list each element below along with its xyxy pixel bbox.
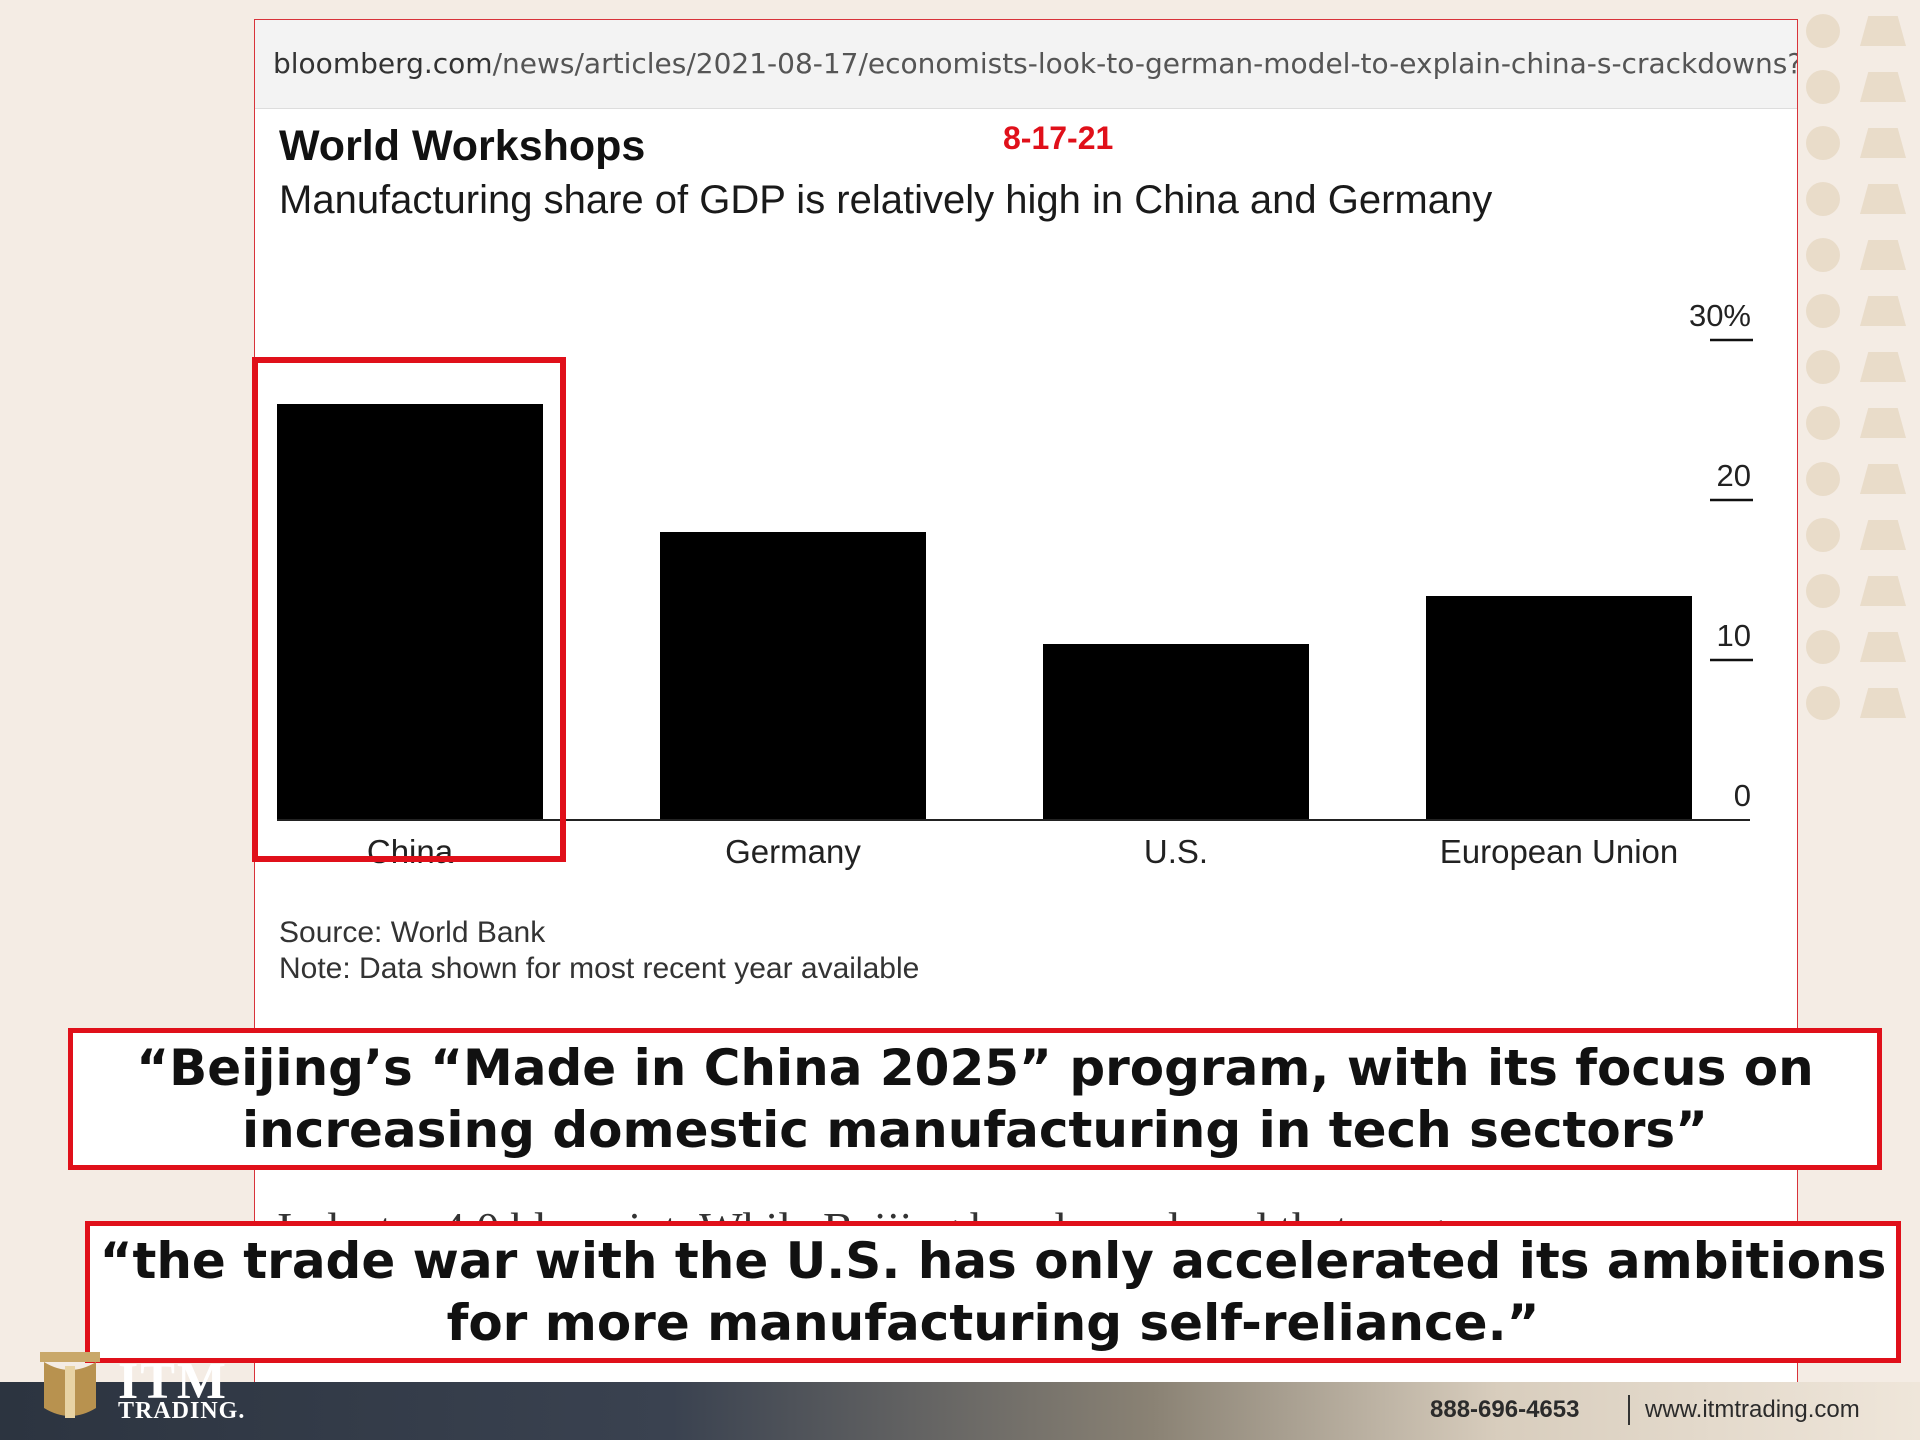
pattern-trapezoid bbox=[1860, 688, 1906, 718]
pattern-dot bbox=[1806, 14, 1840, 48]
pattern-dot bbox=[1806, 126, 1840, 160]
pattern-dot bbox=[1806, 686, 1840, 720]
pattern-trapezoid bbox=[1860, 520, 1906, 550]
quote-text: “Beijing’s “Made in China 2025” program,… bbox=[136, 1039, 1814, 1159]
pattern-trapezoid bbox=[1860, 464, 1906, 494]
footer-bar bbox=[0, 1382, 1920, 1440]
pattern-trapezoid bbox=[1860, 128, 1906, 158]
url-path: /news/articles/2021-08-17/economists-loo… bbox=[492, 47, 1797, 80]
chart-source: Source: World Bank bbox=[279, 916, 546, 949]
y-tick-label: 10 bbox=[1717, 618, 1751, 653]
bar-germany bbox=[660, 532, 926, 820]
pattern-dot bbox=[1806, 350, 1840, 384]
itm-column-logo-icon bbox=[40, 1352, 100, 1418]
pattern-dot bbox=[1806, 630, 1840, 664]
y-tick-label: 0 bbox=[1734, 778, 1751, 813]
pattern-trapezoid bbox=[1860, 16, 1906, 46]
quote-box-made-in-china: “Beijing’s “Made in China 2025” program,… bbox=[68, 1028, 1882, 1170]
logo-itm-text: ITM bbox=[118, 1353, 228, 1410]
pattern-dot bbox=[1806, 238, 1840, 272]
bar-chart: China Germany U.S. European Union 0 10 20 30% bbox=[277, 298, 1753, 870]
pattern-trapezoid bbox=[1860, 296, 1906, 326]
pattern-dot bbox=[1806, 70, 1840, 104]
pattern-dot bbox=[1806, 462, 1840, 496]
quote-box-trade-war: “the trade war with the U.S. has only ac… bbox=[85, 1221, 1901, 1363]
bar-european-union bbox=[1426, 596, 1692, 820]
x-tick-label: Germany bbox=[725, 833, 861, 870]
pattern-trapezoid bbox=[1860, 72, 1906, 102]
bar-u-s- bbox=[1043, 644, 1309, 820]
chart-subtitle: Manufacturing share of GDP is relatively… bbox=[279, 178, 1493, 222]
china-highlight-box bbox=[252, 357, 566, 862]
decorative-pattern bbox=[1800, 0, 1920, 1380]
pattern-trapezoid bbox=[1860, 408, 1906, 438]
x-tick-label: China bbox=[367, 833, 454, 870]
footer-phone[interactable]: 888-696-4653 bbox=[1430, 1396, 1580, 1423]
bar-china bbox=[277, 404, 543, 820]
pattern-dot bbox=[1806, 294, 1840, 328]
y-tick-label: 20 bbox=[1717, 458, 1751, 493]
pattern-trapezoid bbox=[1860, 184, 1906, 214]
chart-title: World Workshops bbox=[279, 122, 646, 170]
pattern-trapezoid bbox=[1860, 576, 1906, 606]
logo-trading-text: TRADING. bbox=[118, 1398, 246, 1424]
pattern-dot bbox=[1806, 574, 1840, 608]
x-tick-label: European Union bbox=[1440, 833, 1679, 870]
chart-note: Note: Data shown for most recent year av… bbox=[279, 952, 920, 985]
date-stamp: 8-17-21 bbox=[1003, 120, 1114, 156]
pattern-dot bbox=[1806, 182, 1840, 216]
url-host: bloomberg.com bbox=[273, 47, 493, 80]
pattern-trapezoid bbox=[1860, 240, 1906, 270]
footer-divider bbox=[1628, 1395, 1630, 1425]
footer-website-link[interactable]: www.itmtrading.com bbox=[1645, 1396, 1860, 1423]
browser-url-bar[interactable]: bloomberg.com/news/articles/2021-08-17/e… bbox=[255, 20, 1797, 109]
pattern-dot bbox=[1806, 406, 1840, 440]
pattern-trapezoid bbox=[1860, 352, 1906, 382]
quote-text: “the trade war with the U.S. has only ac… bbox=[99, 1232, 1887, 1352]
pattern-trapezoid bbox=[1860, 632, 1906, 662]
y-tick-label: 30% bbox=[1689, 298, 1751, 333]
pattern-dot bbox=[1806, 518, 1840, 552]
x-tick-label: U.S. bbox=[1144, 833, 1208, 870]
